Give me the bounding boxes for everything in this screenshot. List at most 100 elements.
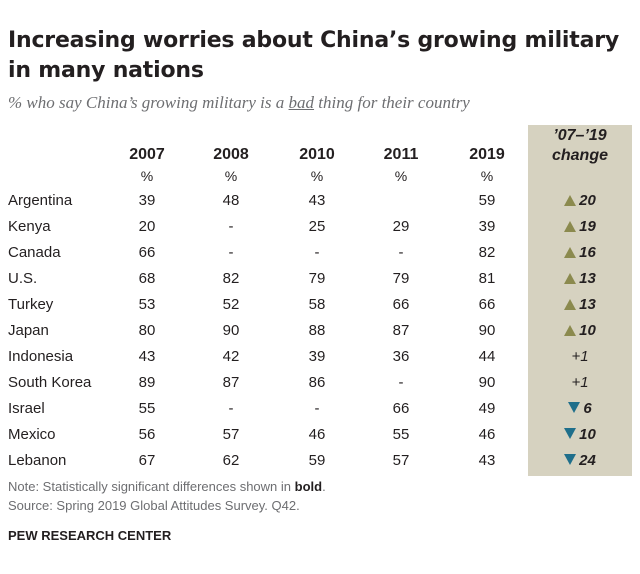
triangle-up-icon <box>564 273 577 284</box>
triangle-up-icon <box>564 221 577 232</box>
change-cell: 24 <box>528 448 632 474</box>
change-value: +1 <box>571 374 589 391</box>
country-label: Japan <box>8 322 49 339</box>
column-unit: % <box>394 168 408 184</box>
value-cell: 90 <box>478 322 496 339</box>
value-cell: 66 <box>478 296 496 313</box>
value-cell: 79 <box>392 270 410 287</box>
table-row: Argentina 39 48 43 59 20 <box>0 188 640 214</box>
value-cell: 42 <box>222 348 240 365</box>
country-label: Israel <box>8 400 45 417</box>
value-cell: 43 <box>308 192 326 209</box>
column-unit: % <box>310 168 324 184</box>
value-cell: - <box>314 400 320 417</box>
subtitle-pre: % who say China’s growing military is a <box>8 93 289 112</box>
value-cell: 82 <box>222 270 240 287</box>
value-cell: 66 <box>138 244 156 261</box>
country-label: Mexico <box>8 426 56 443</box>
value-cell: 52 <box>222 296 240 313</box>
triangle-down-icon <box>564 428 577 439</box>
table-row: U.S. 68 82 79 79 81 13 <box>0 266 640 292</box>
change-value: 10 <box>579 426 596 443</box>
column-year: 2011 <box>383 146 419 163</box>
note: Note: Statistically significant differen… <box>8 479 326 494</box>
change-cell: 10 <box>528 422 632 448</box>
note-post: . <box>322 479 326 494</box>
change-value: 24 <box>579 452 596 469</box>
value-cell: 62 <box>222 452 240 469</box>
change-value: 19 <box>579 218 596 235</box>
value-cell: 29 <box>392 218 410 235</box>
chart-subtitle: % who say China’s growing military is a … <box>8 93 628 113</box>
source-note: Source: Spring 2019 Global Attitudes Sur… <box>8 498 300 513</box>
change-cell: 19 <box>528 214 632 240</box>
column-header-2010: 2010% <box>277 146 357 184</box>
value-cell: 87 <box>222 374 240 391</box>
change-column-header: ’07–’19 change <box>528 126 632 166</box>
value-cell: 43 <box>478 452 496 469</box>
column-header-2019: 2019% <box>447 146 527 184</box>
value-cell: 20 <box>138 218 156 235</box>
value-cell: 44 <box>478 348 496 365</box>
value-cell: 68 <box>138 270 156 287</box>
value-cell: 59 <box>478 192 496 209</box>
value-cell: 49 <box>478 400 496 417</box>
change-cell: +1 <box>528 370 632 396</box>
value-cell: 36 <box>392 348 410 365</box>
value-cell: 39 <box>478 218 496 235</box>
change-value: 13 <box>579 270 596 287</box>
change-cell: 16 <box>528 240 632 266</box>
column-year: 2010 <box>299 146 335 163</box>
table-row: Mexico 56 57 46 55 46 10 <box>0 422 640 448</box>
value-cell: 59 <box>308 452 326 469</box>
country-label: U.S. <box>8 270 38 287</box>
value-cell: 66 <box>392 296 410 313</box>
value-cell: - <box>228 218 234 235</box>
change-cell: 6 <box>528 396 632 422</box>
value-cell: 39 <box>138 192 156 209</box>
country-label: Turkey <box>8 296 54 313</box>
value-cell: - <box>398 374 404 391</box>
value-cell: 39 <box>308 348 326 365</box>
value-cell: 55 <box>392 426 410 443</box>
change-value: 16 <box>579 244 596 261</box>
country-label: Canada <box>8 244 61 261</box>
note-bold: bold <box>294 479 323 494</box>
change-value: 6 <box>583 400 592 417</box>
value-cell: - <box>398 244 404 261</box>
value-cell: 81 <box>478 270 496 287</box>
column-year: 2008 <box>213 146 249 163</box>
country-label: South Korea <box>8 374 92 391</box>
change-cell: +1 <box>528 344 632 370</box>
value-cell: 43 <box>138 348 156 365</box>
value-cell: - <box>314 244 320 261</box>
change-header-line2: change <box>551 147 608 164</box>
change-value: 20 <box>579 192 596 209</box>
value-cell: 88 <box>308 322 326 339</box>
value-cell: 57 <box>222 426 240 443</box>
column-year: 2007 <box>129 146 165 163</box>
change-value: +1 <box>571 348 589 365</box>
change-cell: 20 <box>528 188 632 214</box>
value-cell: 89 <box>138 374 156 391</box>
table-row: Turkey 53 52 58 66 66 13 <box>0 292 640 318</box>
triangle-up-icon <box>564 247 577 258</box>
note-pre: Note: Statistically significant differen… <box>8 479 295 494</box>
table-row: South Korea 89 87 86 - 90 +1 <box>0 370 640 396</box>
value-cell: - <box>228 244 234 261</box>
triangle-up-icon <box>564 195 577 206</box>
change-column-background <box>528 125 632 476</box>
country-label: Indonesia <box>8 348 74 365</box>
value-cell: 56 <box>138 426 156 443</box>
subtitle-emphasis: bad <box>288 93 315 112</box>
change-header-line1: ’07–’19 <box>553 127 607 144</box>
value-cell: 55 <box>138 400 156 417</box>
value-cell: 48 <box>222 192 240 209</box>
value-cell: 90 <box>222 322 240 339</box>
table-row: Lebanon 67 62 59 57 43 24 <box>0 448 640 474</box>
country-label: Kenya <box>8 218 51 235</box>
value-cell: 79 <box>308 270 326 287</box>
table-row: Indonesia 43 42 39 36 44 +1 <box>0 344 640 370</box>
value-cell: 86 <box>308 374 326 391</box>
triangle-up-icon <box>564 299 577 310</box>
